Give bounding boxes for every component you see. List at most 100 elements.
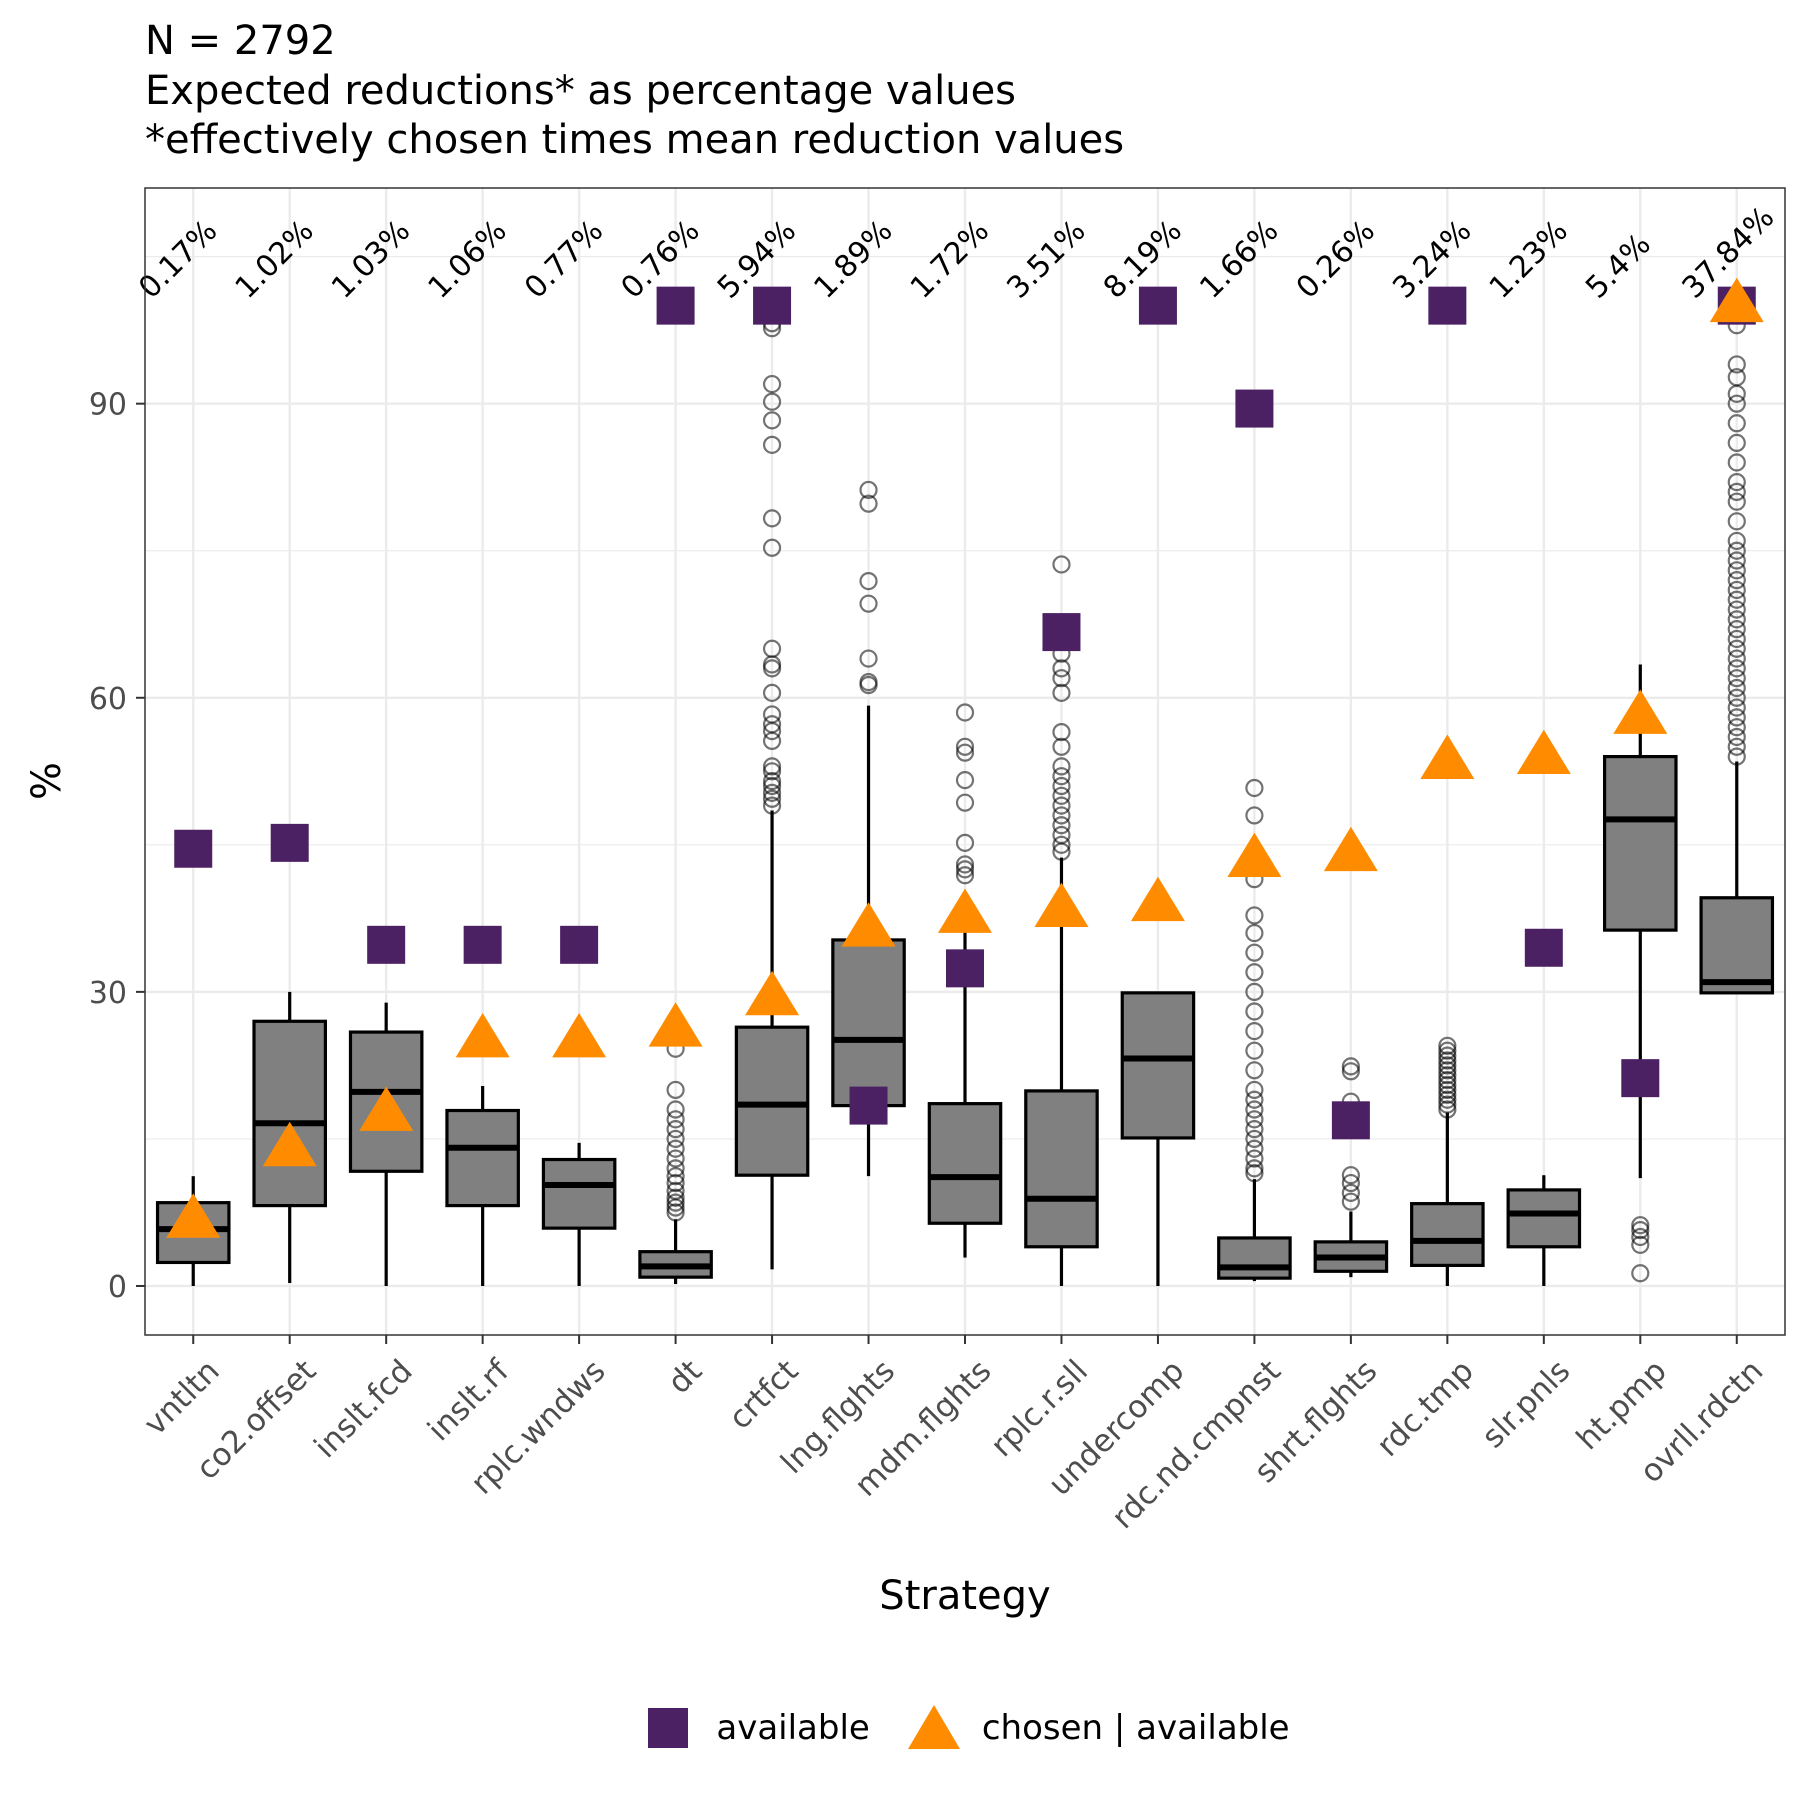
outlier-point xyxy=(1727,649,1746,668)
outlier-point xyxy=(1727,718,1746,737)
square-icon xyxy=(640,1700,696,1756)
chart-title-line-2: Expected reductions* as percentage value… xyxy=(145,68,1017,114)
outlier-point xyxy=(1245,1139,1264,1158)
outlier-point xyxy=(1438,1036,1457,1055)
box-rplc.r.sll xyxy=(1024,857,1099,1286)
x-tick-label-crtfct: crtfct xyxy=(722,1353,805,1436)
outlier-series xyxy=(666,314,1746,1283)
box-body xyxy=(1217,1236,1292,1280)
outlier-point xyxy=(1245,982,1264,1001)
box-body xyxy=(1024,1089,1099,1249)
chosen-marker-undercomp xyxy=(1130,876,1185,922)
outlier-point xyxy=(1245,1159,1264,1178)
legend-label-chosen: chosen | available xyxy=(981,1708,1290,1748)
box-body xyxy=(1410,1202,1485,1267)
y-axis-label: % xyxy=(24,761,71,801)
outlier-point xyxy=(762,772,782,791)
outlier-point xyxy=(762,789,782,808)
available-marker-co2.offset xyxy=(270,823,309,862)
outlier-point xyxy=(762,639,782,658)
outlier-point xyxy=(1727,571,1746,590)
available-marker-rplc.wndws xyxy=(560,925,599,964)
outlier-point xyxy=(1631,1221,1650,1240)
outlier-point xyxy=(1052,767,1071,786)
outlier-point xyxy=(762,411,782,430)
chosen-marker-slr.pnls xyxy=(1516,729,1571,775)
outlier-point xyxy=(762,435,782,454)
available-marker-shrt.flghts xyxy=(1331,1101,1370,1140)
available-marker-rplc.r.sll xyxy=(1042,613,1081,652)
chosen-series xyxy=(166,277,1764,1238)
expected-label-rdc.nd.cmpnst: 1.66% xyxy=(1193,214,1285,306)
outlier-point xyxy=(1245,906,1264,925)
outlier-point xyxy=(1727,590,1746,609)
expected-label-vntltn: 0.17% xyxy=(132,214,224,306)
outlier-point xyxy=(1631,1235,1650,1254)
box-undercomp xyxy=(1120,991,1196,1286)
outlier-point xyxy=(1245,1061,1264,1080)
chosen-marker-ht.pmp xyxy=(1613,689,1668,734)
box-slr.pnls xyxy=(1506,1175,1582,1286)
outlier-point xyxy=(666,1129,685,1149)
available-marker-rdc.tmp xyxy=(1428,286,1467,325)
outlier-point xyxy=(1727,669,1746,688)
available-marker-undercomp xyxy=(1138,286,1177,325)
y-tick-label: 90 xyxy=(89,388,127,423)
outlier-point xyxy=(666,1193,685,1212)
outlier-point xyxy=(1727,473,1746,492)
box-body xyxy=(734,1025,810,1177)
outlier-point xyxy=(1438,1080,1457,1100)
outlier-point xyxy=(762,705,782,724)
outlier-point xyxy=(1245,1110,1264,1129)
outlier-point xyxy=(1727,659,1746,678)
available-marker-rdc.nd.cmpnst xyxy=(1235,389,1274,428)
box-shrt.flghts xyxy=(1313,1211,1389,1278)
outlier-point xyxy=(955,743,975,762)
legend-item-available: available xyxy=(640,1700,870,1756)
available-marker-ht.pmp xyxy=(1621,1059,1660,1098)
outlier-point xyxy=(1245,1021,1264,1041)
outlier-point xyxy=(1631,1264,1650,1283)
outlier-point xyxy=(1341,1057,1360,1076)
y-tick-label: 60 xyxy=(89,682,127,717)
outlier-point xyxy=(1245,963,1264,982)
outlier-point xyxy=(1727,698,1746,717)
outlier-point xyxy=(1245,1120,1264,1139)
chosen-marker-dt xyxy=(648,1002,703,1047)
expected-label-mdm.flghts: 1.72% xyxy=(904,214,996,306)
expected-label-inslt.fcd: 1.03% xyxy=(325,214,417,306)
outlier-point xyxy=(1052,816,1071,835)
chosen-marker-inslt.fcd xyxy=(359,1086,414,1131)
chosen-marker-inslt.rf xyxy=(455,1012,510,1058)
legend-item-chosen: chosen | available xyxy=(906,1700,1290,1756)
legend-label-available: available xyxy=(716,1708,870,1748)
outlier-point xyxy=(1245,778,1264,798)
outlier-point xyxy=(1438,1095,1457,1114)
outlier-point xyxy=(1341,1062,1360,1081)
box-ovrll.rdctn xyxy=(1699,761,1775,995)
outlier-point xyxy=(1052,555,1071,574)
outlier-point xyxy=(1245,923,1264,943)
outlier-point xyxy=(1438,1061,1457,1080)
outlier-point xyxy=(1245,1129,1264,1149)
outlier-point xyxy=(859,494,878,513)
box-lng.flghts xyxy=(831,705,906,1177)
expected-label-rplc.r.sll: 3.51% xyxy=(1000,214,1092,306)
expected-label-slr.pnls: 1.23% xyxy=(1483,214,1575,306)
outlier-point xyxy=(955,860,975,879)
box-body xyxy=(445,1108,520,1208)
available-marker-lng.flghts xyxy=(849,1086,888,1125)
available-marker-crtfct xyxy=(753,286,792,325)
outlier-point xyxy=(1727,355,1746,374)
box-ht.pmp xyxy=(1602,664,1678,1179)
outlier-point xyxy=(666,1139,685,1158)
box-inslt.fcd xyxy=(348,1002,424,1286)
outlier-point xyxy=(1727,541,1746,560)
outlier-point xyxy=(1438,1066,1457,1085)
chart-title-line-1: N = 2792 xyxy=(145,18,336,64)
outlier-point xyxy=(1052,737,1071,756)
outlier-point xyxy=(762,783,782,802)
box-body xyxy=(1699,896,1775,995)
outlier-point xyxy=(1727,531,1746,551)
outlier-point xyxy=(1727,414,1746,433)
